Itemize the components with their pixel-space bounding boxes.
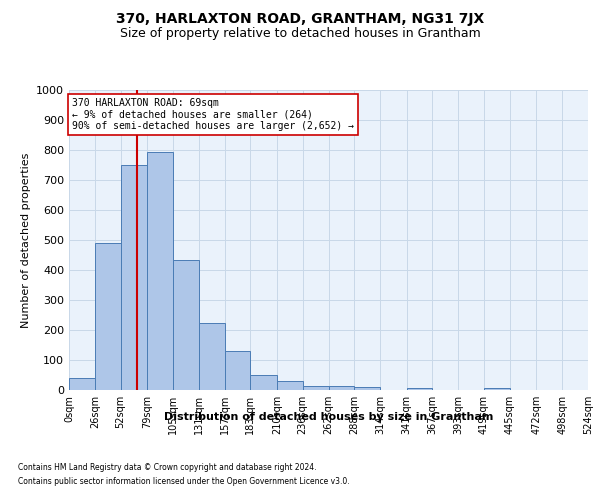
Bar xyxy=(484,388,510,390)
Bar xyxy=(121,165,147,390)
Text: Contains public sector information licensed under the Open Government Licence v3: Contains public sector information licen… xyxy=(18,477,350,486)
Y-axis label: Number of detached properties: Number of detached properties xyxy=(20,152,31,328)
Bar xyxy=(173,260,199,390)
Text: Size of property relative to detached houses in Grantham: Size of property relative to detached ho… xyxy=(119,28,481,40)
Text: 370, HARLAXTON ROAD, GRANTHAM, NG31 7JX: 370, HARLAXTON ROAD, GRANTHAM, NG31 7JX xyxy=(116,12,484,26)
Bar xyxy=(199,322,224,390)
Bar xyxy=(250,375,277,390)
Bar xyxy=(303,386,329,390)
Text: 370 HARLAXTON ROAD: 69sqm
← 9% of detached houses are smaller (264)
90% of semi-: 370 HARLAXTON ROAD: 69sqm ← 9% of detach… xyxy=(72,98,354,130)
Bar xyxy=(329,386,354,390)
Bar xyxy=(147,152,173,390)
Text: Contains HM Land Registry data © Crown copyright and database right 2024.: Contains HM Land Registry data © Crown c… xyxy=(18,464,317,472)
Text: Distribution of detached houses by size in Grantham: Distribution of detached houses by size … xyxy=(164,412,493,422)
Bar xyxy=(354,387,380,390)
Bar xyxy=(277,381,303,390)
Bar xyxy=(407,388,433,390)
Bar xyxy=(69,378,95,390)
Bar xyxy=(224,351,250,390)
Bar xyxy=(95,243,121,390)
